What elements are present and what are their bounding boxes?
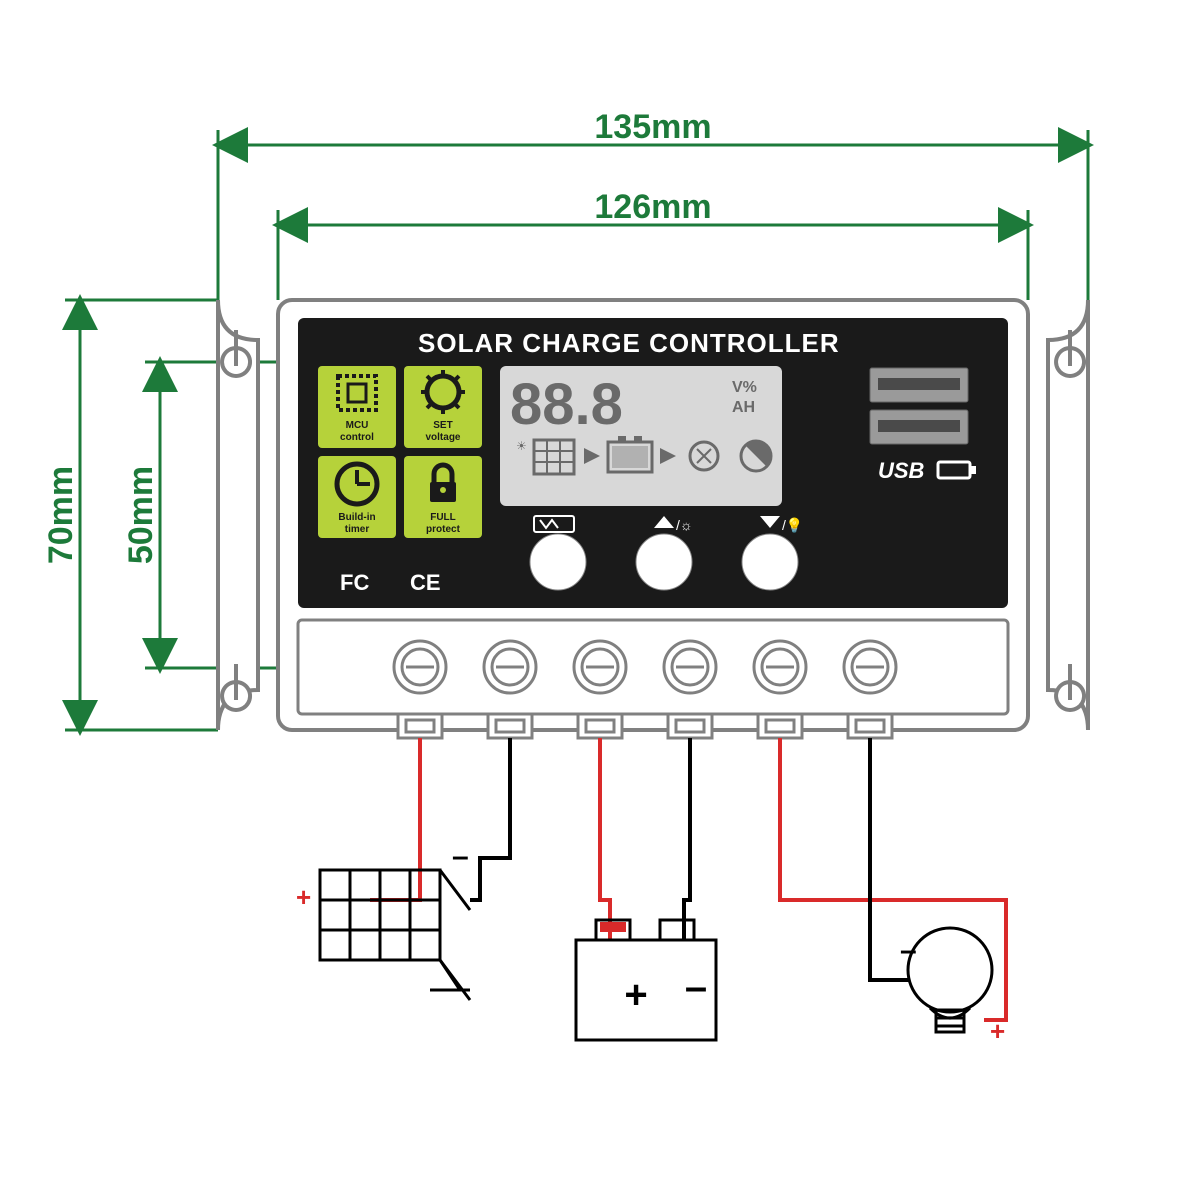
solar-panel-icon: + – — [296, 840, 470, 1000]
svg-text:/☼: /☼ — [676, 517, 693, 533]
svg-text:–: – — [900, 934, 917, 967]
lcd-display: 88.8 V% AH ☀ — [500, 366, 782, 506]
terminal-screw — [754, 641, 806, 693]
terminal-screw — [574, 641, 626, 693]
feature-box-set: SET voltage — [404, 366, 482, 448]
svg-text:timer: timer — [345, 524, 370, 535]
load-bulb-icon: – + — [900, 928, 1005, 1046]
terminal-screw — [394, 641, 446, 693]
svg-text:–: – — [452, 840, 469, 873]
svg-text:88.8: 88.8 — [510, 372, 623, 437]
svg-text:SET: SET — [433, 420, 452, 431]
feature-box-mcu: MCU control — [318, 366, 396, 448]
dim-label-inner-height: 50mm — [122, 466, 160, 564]
svg-text:MCU: MCU — [346, 420, 369, 431]
svg-text:/💡: /💡 — [782, 517, 803, 534]
svg-text:voltage: voltage — [425, 432, 460, 443]
dimension-width-inner: 126mm — [278, 188, 1028, 300]
svg-text:Build-in: Build-in — [338, 512, 375, 523]
svg-text:+: + — [990, 1016, 1005, 1046]
dim-label-outer-height: 70mm — [42, 466, 80, 564]
svg-text:–: – — [685, 965, 707, 1009]
battery-icon: + – — [576, 920, 716, 1040]
svg-text:control: control — [340, 432, 374, 443]
svg-text:AH: AH — [732, 399, 755, 416]
feature-box-timer: Build-in timer — [318, 456, 396, 538]
diagram-canvas: 135mm 126mm 70mm 50mm SOLAR CHARGE CONTR… — [0, 0, 1200, 1200]
terminal-screw — [844, 641, 896, 693]
svg-text:CE: CE — [410, 570, 441, 595]
svg-text:+: + — [296, 882, 311, 912]
svg-text:V%: V% — [732, 379, 757, 396]
feature-box-protect: FULL protect — [404, 456, 482, 538]
faceplate: SOLAR CHARGE CONTROLLER MCU control SET … — [298, 318, 1008, 608]
dim-label-inner-width: 126mm — [594, 188, 711, 226]
usb-label: USB — [878, 458, 925, 483]
device-title: SOLAR CHARGE CONTROLLER — [418, 328, 840, 358]
svg-text:FC: FC — [340, 570, 369, 595]
terminal-screw — [664, 641, 716, 693]
svg-text:+: + — [624, 973, 647, 1017]
dim-label-outer-width: 135mm — [594, 108, 711, 146]
svg-text:protect: protect — [426, 524, 461, 535]
svg-text:FULL: FULL — [430, 512, 456, 523]
svg-text:☀: ☀ — [516, 439, 527, 453]
terminal-screw — [484, 641, 536, 693]
